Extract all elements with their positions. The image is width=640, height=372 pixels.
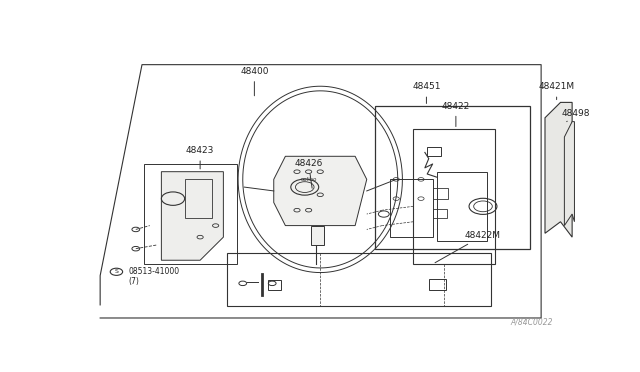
Text: oolioo: oolioo: [300, 177, 317, 182]
Bar: [390, 179, 433, 237]
Text: 48421M: 48421M: [539, 83, 575, 100]
Bar: [268, 280, 282, 289]
Text: (7): (7): [128, 277, 139, 286]
Bar: [413, 129, 495, 264]
Text: A/84C0022: A/84C0022: [510, 318, 552, 327]
Bar: [143, 164, 237, 264]
Text: 48400: 48400: [240, 67, 269, 96]
Bar: [428, 147, 441, 156]
Bar: [436, 172, 487, 241]
Bar: [184, 179, 212, 218]
Polygon shape: [161, 172, 223, 260]
Bar: [227, 253, 491, 307]
Text: 48426: 48426: [294, 160, 323, 188]
Text: 48422: 48422: [442, 102, 470, 126]
Text: S: S: [115, 269, 118, 274]
Polygon shape: [274, 156, 367, 225]
Text: 48498: 48498: [562, 109, 590, 122]
Text: 48422M: 48422M: [435, 231, 501, 263]
Polygon shape: [311, 225, 324, 245]
Bar: [433, 188, 448, 199]
Text: 48451: 48451: [412, 83, 441, 103]
Text: 48423: 48423: [186, 147, 214, 169]
Text: 08513-41000: 08513-41000: [128, 267, 179, 276]
Bar: [429, 279, 446, 289]
Bar: [433, 209, 447, 218]
Polygon shape: [564, 122, 575, 225]
Polygon shape: [545, 102, 572, 237]
Bar: [374, 106, 529, 249]
